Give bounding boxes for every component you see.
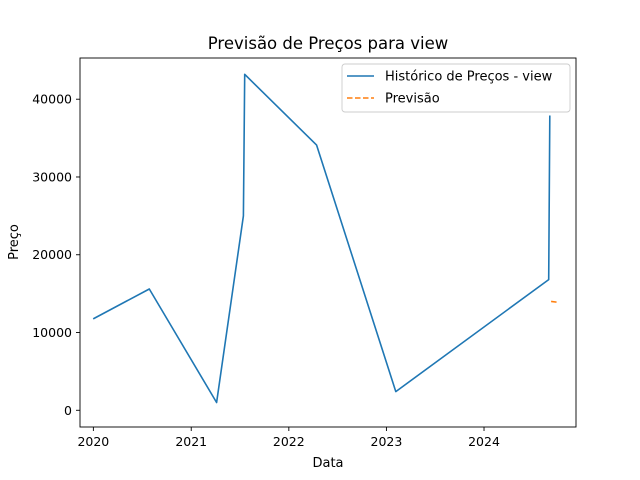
legend-label-1: Histórico de Preços - view — [385, 70, 553, 85]
x-tick-label: 2021 — [175, 434, 207, 449]
chart-title: Previsão de Preços para view — [208, 34, 448, 53]
legend: Histórico de Preços - view Previsão — [341, 63, 571, 113]
series-line-2 — [550, 300, 558, 303]
plot-area — [80, 58, 576, 427]
y-tick-label: 0 — [64, 403, 72, 418]
y-axis: 0 10000 20000 30000 40000 — [32, 92, 80, 418]
legend-label-2: Previsão — [385, 92, 440, 107]
y-axis-title: Preço — [7, 224, 22, 260]
x-tick-label: 2023 — [371, 434, 403, 449]
y-tick-label: 10000 — [32, 325, 72, 340]
x-axis: 2020 2021 2022 2023 2024 — [77, 427, 500, 449]
x-axis-title: Data — [312, 456, 343, 471]
plot-frame — [79, 57, 577, 428]
y-tick-label: 20000 — [32, 247, 72, 262]
x-tick-label: 2024 — [468, 434, 500, 449]
y-tick-label: 30000 — [32, 169, 72, 184]
series-line-1 — [92, 73, 551, 404]
legend-box — [341, 63, 571, 113]
x-tick-label: 2022 — [273, 434, 305, 449]
series-layer — [92, 73, 558, 404]
x-tick-label: 2020 — [77, 434, 109, 449]
y-tick-label: 40000 — [32, 92, 72, 107]
